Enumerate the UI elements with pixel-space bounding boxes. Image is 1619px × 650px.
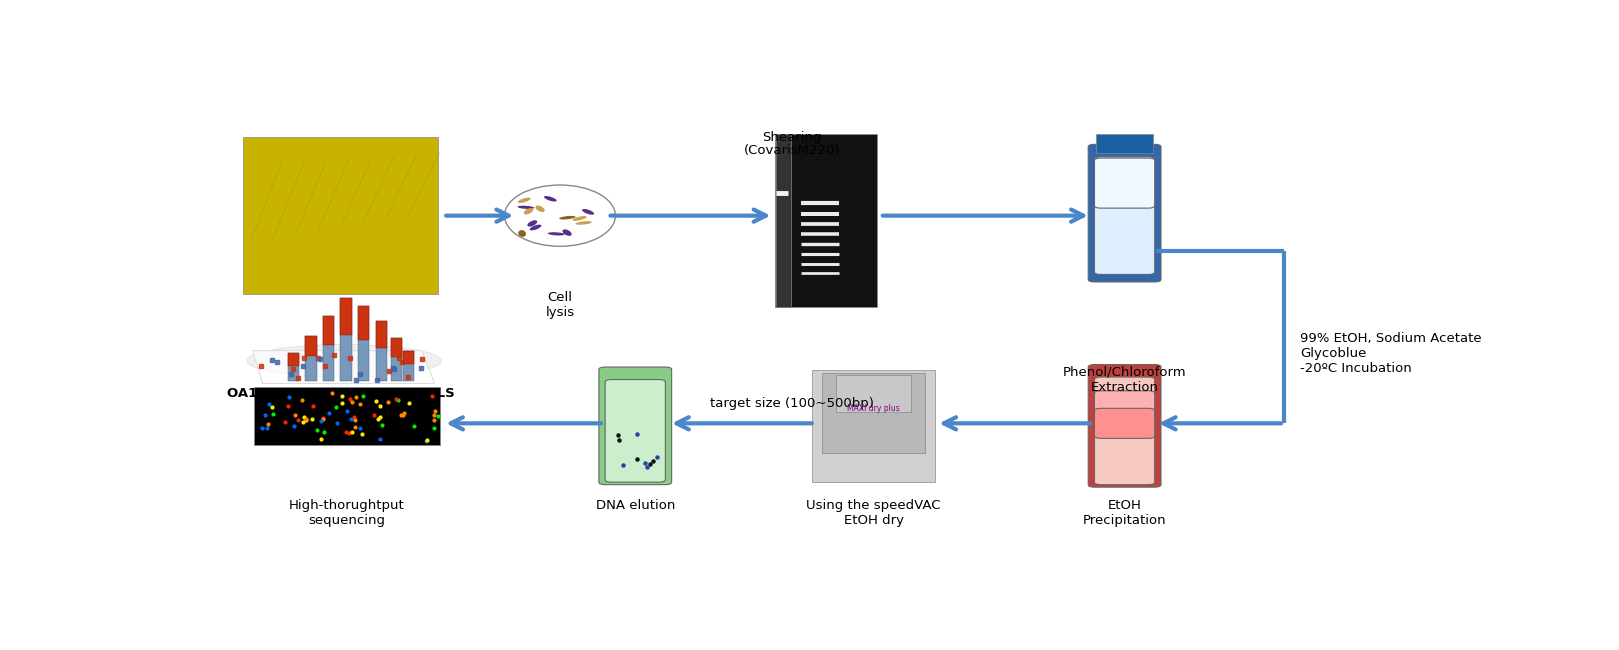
FancyBboxPatch shape (340, 298, 351, 335)
Ellipse shape (505, 185, 615, 246)
Ellipse shape (559, 216, 576, 220)
FancyBboxPatch shape (606, 380, 665, 482)
Ellipse shape (518, 205, 534, 209)
FancyBboxPatch shape (358, 306, 369, 381)
FancyBboxPatch shape (390, 338, 402, 358)
FancyBboxPatch shape (1094, 158, 1154, 208)
FancyBboxPatch shape (288, 354, 300, 381)
FancyBboxPatch shape (776, 135, 790, 307)
FancyBboxPatch shape (599, 367, 672, 485)
Polygon shape (253, 351, 434, 383)
Text: Phenol/Chloroform
Extraction: Phenol/Chloroform Extraction (1062, 366, 1187, 394)
FancyBboxPatch shape (813, 370, 936, 482)
FancyBboxPatch shape (774, 135, 877, 307)
FancyBboxPatch shape (254, 387, 439, 445)
FancyBboxPatch shape (306, 336, 317, 381)
Text: 99% EtOH, Sodium Acetate
Glycoblue
-20ºC Incubation: 99% EtOH, Sodium Acetate Glycoblue -20ºC… (1300, 332, 1481, 375)
FancyBboxPatch shape (1094, 157, 1154, 274)
Text: OA119, RA108, HCASMC, HFLS: OA119, RA108, HCASMC, HFLS (227, 387, 455, 400)
Ellipse shape (544, 196, 557, 202)
FancyBboxPatch shape (340, 298, 351, 381)
FancyBboxPatch shape (322, 316, 334, 381)
Ellipse shape (583, 209, 594, 215)
Text: Using the speedVAC
EtOH dry: Using the speedVAC EtOH dry (806, 499, 941, 527)
FancyBboxPatch shape (835, 374, 911, 412)
Ellipse shape (518, 230, 526, 237)
Ellipse shape (575, 221, 593, 225)
Text: Cross-linking & Harvest: Cross-linking & Harvest (267, 402, 414, 415)
Ellipse shape (248, 344, 442, 377)
FancyBboxPatch shape (1094, 408, 1154, 438)
Ellipse shape (529, 224, 541, 230)
Ellipse shape (528, 220, 538, 227)
FancyBboxPatch shape (403, 351, 414, 381)
FancyBboxPatch shape (1096, 133, 1153, 153)
Text: Shearing: Shearing (763, 131, 822, 144)
FancyBboxPatch shape (390, 338, 402, 381)
FancyBboxPatch shape (243, 136, 437, 294)
Ellipse shape (525, 208, 533, 214)
FancyBboxPatch shape (376, 320, 387, 381)
FancyBboxPatch shape (322, 316, 334, 345)
FancyBboxPatch shape (306, 336, 317, 356)
FancyBboxPatch shape (1094, 377, 1154, 485)
FancyBboxPatch shape (1094, 391, 1154, 436)
Text: EtOH
Precipitation: EtOH Precipitation (1083, 499, 1166, 527)
Text: target size (100~500bp): target size (100~500bp) (711, 396, 874, 410)
Text: DNA elution: DNA elution (596, 499, 675, 512)
Ellipse shape (562, 229, 572, 236)
Ellipse shape (518, 198, 531, 203)
FancyBboxPatch shape (376, 320, 387, 348)
FancyBboxPatch shape (288, 354, 300, 366)
FancyBboxPatch shape (1088, 144, 1161, 282)
Text: MAXI dry plus: MAXI dry plus (847, 404, 900, 413)
Text: Cell
lysis: Cell lysis (546, 291, 575, 318)
Ellipse shape (536, 205, 544, 212)
FancyBboxPatch shape (358, 306, 369, 339)
Ellipse shape (573, 216, 586, 221)
Ellipse shape (547, 232, 565, 235)
Text: High-thorughtput
sequencing: High-thorughtput sequencing (288, 499, 405, 527)
FancyBboxPatch shape (822, 373, 924, 454)
FancyBboxPatch shape (1088, 365, 1161, 487)
FancyBboxPatch shape (403, 351, 414, 364)
Text: (CovarisM220): (CovarisM220) (743, 144, 840, 157)
